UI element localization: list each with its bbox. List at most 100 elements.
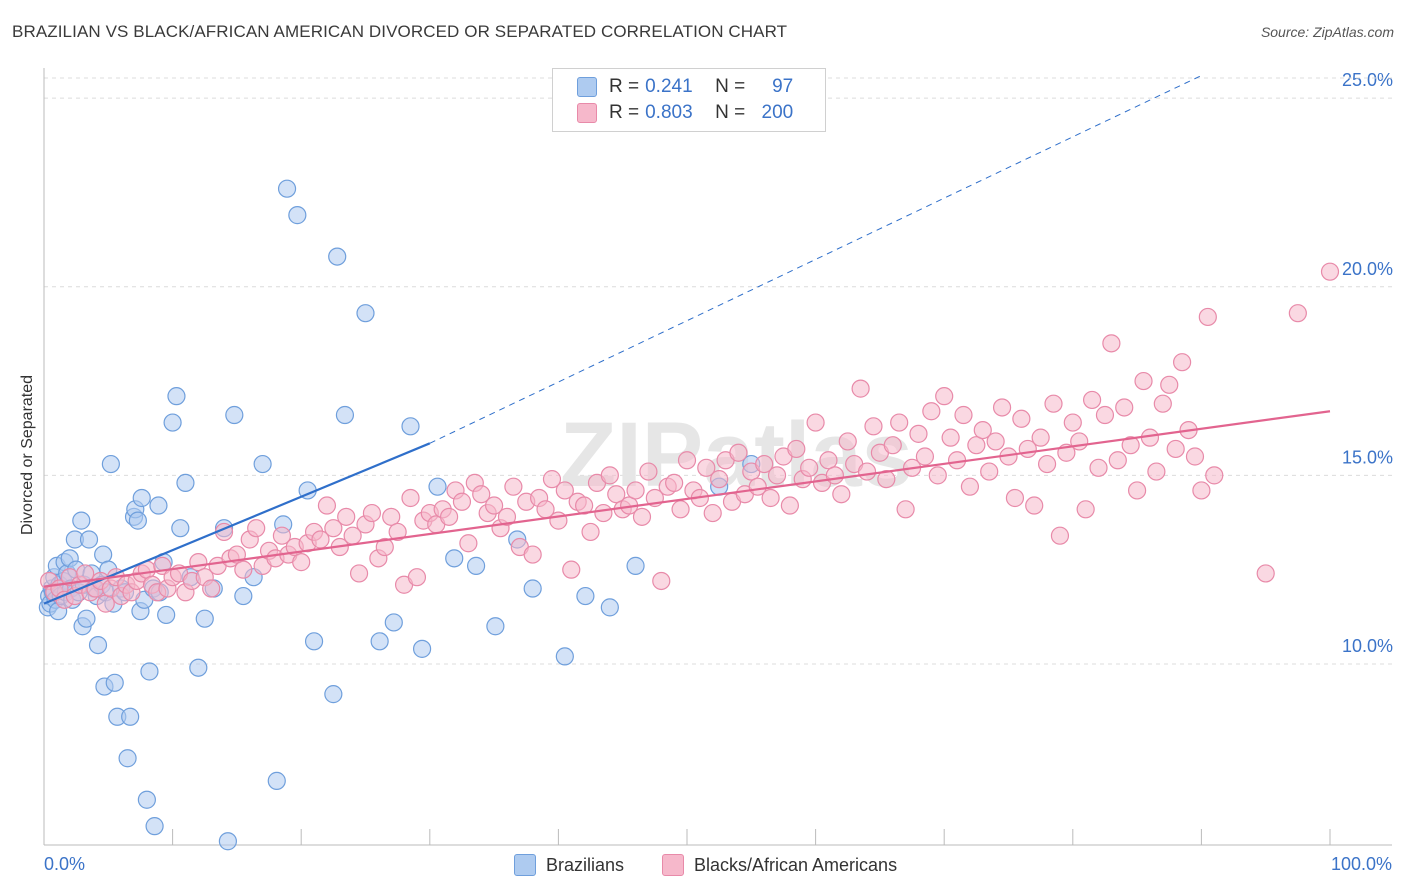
black-point	[452, 492, 472, 511]
black-point	[472, 485, 491, 504]
brazilian-point	[101, 454, 120, 474]
black-point	[851, 379, 870, 398]
brazilian-point	[445, 549, 464, 568]
n-label: N =	[715, 102, 746, 123]
black-point	[1166, 439, 1185, 459]
r-value: 0.241	[645, 76, 693, 97]
black-point	[800, 458, 819, 477]
black-point	[710, 470, 729, 489]
black-point	[1288, 304, 1307, 323]
n-value: 200	[761, 102, 794, 123]
brazilian-point	[128, 511, 147, 530]
black-point	[922, 402, 941, 421]
black-point	[973, 420, 992, 440]
black-point	[1076, 500, 1095, 519]
blue-swatch	[514, 854, 536, 876]
black-point	[1012, 409, 1031, 428]
black-point	[1134, 371, 1153, 391]
black-point	[485, 496, 504, 515]
black-point	[1115, 398, 1134, 417]
black-point	[1025, 496, 1044, 515]
black-point	[407, 568, 427, 587]
black-point	[671, 500, 690, 519]
black-point	[915, 447, 935, 466]
brazilian-point	[77, 609, 96, 628]
n-label: N =	[715, 76, 746, 97]
brazilian-point	[121, 707, 140, 726]
brazilian-point	[225, 405, 244, 425]
black-point	[896, 500, 915, 519]
brazilian-point	[157, 605, 176, 625]
black-point	[652, 571, 671, 591]
black-point	[401, 488, 420, 508]
brazilian-point	[486, 617, 505, 636]
legend-label: Blacks/African Americans	[694, 854, 898, 875]
black-point	[1256, 564, 1275, 583]
pink-swatch	[662, 854, 684, 876]
r-label: R =	[609, 76, 640, 97]
black-point	[761, 488, 780, 508]
black-point	[581, 522, 600, 542]
black-point	[1205, 466, 1224, 485]
stats-legend: R = 0.241 N = 97 R = 0.803 N = 200	[552, 68, 826, 132]
x-tick-max: 100.0%	[1330, 854, 1392, 874]
black-point	[324, 519, 343, 538]
black-point	[349, 564, 369, 583]
black-point	[247, 519, 266, 538]
blue-swatch	[577, 77, 597, 97]
black-point	[1102, 334, 1121, 353]
black-point	[1044, 394, 1063, 413]
black-point	[1095, 405, 1115, 425]
black-point	[838, 432, 857, 451]
legend-label: Brazilians	[546, 854, 625, 875]
black-point	[639, 462, 658, 481]
black-point	[362, 503, 382, 523]
black-point	[626, 481, 645, 500]
black-point	[877, 470, 896, 489]
black-point	[1147, 462, 1166, 481]
black-point	[1127, 481, 1147, 500]
brazilian-point	[523, 579, 542, 598]
y-tick-label: 10.0%	[1342, 636, 1393, 656]
black-point	[272, 526, 292, 545]
brazilian-point	[94, 545, 113, 564]
pink-swatch	[577, 103, 597, 123]
brazilian-point	[626, 556, 645, 575]
black-point	[755, 454, 774, 474]
legend-item-brazilians: Brazilians	[514, 852, 624, 878]
black-point	[1063, 413, 1082, 432]
black-point	[941, 428, 960, 447]
legend-row-blacks: R = 0.803 N = 200	[577, 101, 793, 125]
brazilian-point	[267, 771, 286, 790]
black-point	[992, 398, 1012, 417]
y-tick-label: 20.0%	[1342, 259, 1393, 279]
black-point	[825, 466, 844, 485]
source-label: Source: ZipAtlas.com	[1260, 24, 1394, 40]
black-point	[1153, 394, 1172, 413]
black-point	[1050, 526, 1070, 545]
black-point	[1108, 451, 1127, 470]
brazilian-point	[412, 639, 432, 658]
series-legend: Brazilians Blacks/African Americans	[0, 852, 1406, 878]
black-point	[388, 522, 407, 542]
brazilian-point	[277, 179, 297, 198]
r-label: R =	[609, 102, 640, 123]
black-point	[1037, 454, 1057, 474]
black-point	[1005, 488, 1025, 508]
black-point	[1192, 481, 1211, 500]
black-point	[600, 466, 619, 485]
brazilian-point	[171, 519, 190, 538]
chart-title: BRAZILIAN VS BLACK/AFRICAN AMERICAN DIVO…	[12, 22, 788, 41]
black-point	[189, 553, 208, 572]
brazilian-point	[304, 632, 324, 651]
black-point	[1070, 432, 1089, 451]
brazilian-point	[72, 511, 91, 530]
black-point	[1198, 307, 1217, 327]
black-point	[928, 466, 947, 485]
brazilian-point	[137, 790, 156, 809]
brazilian-point	[140, 662, 159, 681]
black-point	[864, 417, 883, 436]
brazilian-point	[428, 477, 447, 496]
brazilian-point	[145, 817, 164, 836]
black-point	[857, 462, 877, 481]
